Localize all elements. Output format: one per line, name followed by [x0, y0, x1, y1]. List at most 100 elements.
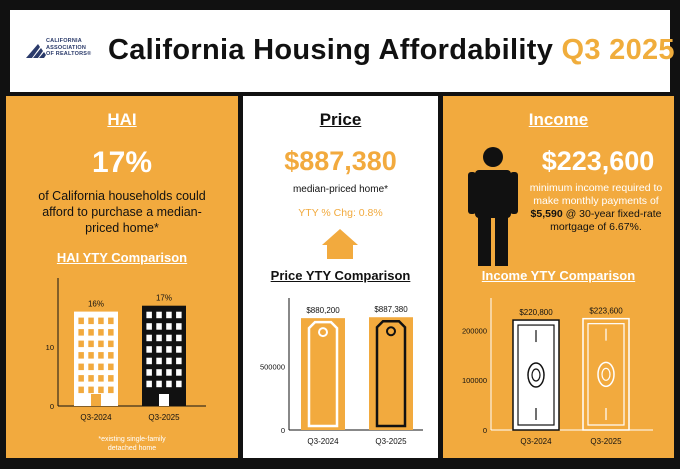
building-window: [166, 369, 172, 376]
building-window: [176, 380, 182, 388]
building-window: [176, 357, 182, 365]
price-tag-icon: [307, 320, 339, 428]
y-tick-label: 0: [50, 402, 54, 411]
building-window: [176, 369, 182, 376]
bar-value-label: $223,600: [589, 307, 623, 316]
hai-chart: 0 10 16% Q3-2024 17% Q3-2025: [46, 278, 206, 422]
x-tick-label: Q3-2024: [307, 437, 339, 446]
bar-value-label: $220,800: [519, 308, 553, 317]
income-desc-pre: minimum income required to make monthly …: [529, 182, 663, 207]
building-window: [98, 329, 104, 336]
building-window: [108, 363, 114, 371]
building-window: [156, 380, 162, 388]
price-panel: Price $887,380 median-priced home* YTY %…: [243, 96, 438, 458]
building-window: [78, 386, 84, 394]
x-tick-label: Q3-2025: [148, 413, 180, 422]
bar-value-label: 16%: [88, 300, 104, 309]
building-window: [88, 317, 94, 325]
y-tick-label: 100000: [462, 376, 487, 385]
banknote-oval-inner: [531, 368, 541, 382]
building-window: [146, 311, 152, 319]
building-window: [176, 323, 182, 330]
building-window: [156, 357, 162, 365]
building-window: [166, 323, 172, 330]
building-door: [159, 394, 169, 406]
building-window: [78, 340, 84, 348]
price-description: median-priced home*: [292, 184, 389, 195]
banknote-oval: [597, 361, 615, 388]
bar-value-label: $880,200: [306, 306, 340, 315]
building-window: [78, 317, 84, 325]
building-window: [108, 340, 114, 348]
building-door: [91, 394, 101, 406]
price-yty: YTY % Chg: 0.8%: [298, 207, 383, 219]
bar-value-label: $887,380: [374, 305, 408, 314]
page-title: California Housing Affordability Q3 2025: [108, 34, 675, 67]
title-period: Q3 2025: [561, 34, 675, 66]
x-tick-label: Q3-2024: [80, 413, 112, 422]
building-window: [156, 311, 162, 319]
car-logo: CALIFORNIA ASSOCIATION OF REALTORS®: [24, 32, 104, 72]
hai-value: 17%: [91, 146, 153, 179]
income-chart-title: Income YTY Comparison: [481, 268, 636, 283]
price-value: $887,380: [284, 146, 397, 176]
hai-footnote: *existing single-family detached home: [98, 436, 166, 452]
building-window: [146, 380, 152, 388]
title-text: California Housing Affordability: [108, 34, 554, 66]
building-window: [98, 317, 104, 325]
building-window: [78, 329, 84, 336]
building-window: [146, 369, 152, 376]
header: CALIFORNIA ASSOCIATION OF REALTORS® Cali…: [10, 10, 675, 92]
banknote-border: [587, 323, 625, 426]
house-icon: [322, 229, 358, 259]
x-tick-label: Q3-2025: [590, 437, 622, 446]
income-description: minimum income required to make monthly …: [525, 182, 667, 234]
building-window: [108, 375, 114, 382]
building-icon: [142, 305, 186, 406]
building-window: [88, 386, 94, 394]
bar-value-label: 17%: [156, 294, 172, 303]
building-window: [108, 352, 114, 359]
building-window: [88, 329, 94, 336]
building-window: [176, 346, 182, 353]
price-tag-bar: [369, 317, 413, 430]
building-window: [166, 346, 172, 353]
building-window: [156, 369, 162, 376]
building-window: [176, 311, 182, 319]
building-window: [146, 346, 152, 353]
income-value: $223,600: [541, 146, 655, 176]
y-tick-label: 10: [46, 343, 54, 352]
building-window: [98, 363, 104, 371]
building-window: [176, 334, 182, 342]
price-tag-hole: [386, 326, 396, 337]
building-window: [108, 329, 114, 336]
building-window: [88, 363, 94, 371]
price-title: Price: [319, 110, 362, 129]
y-tick-label: 500000: [260, 362, 285, 371]
building-window: [88, 352, 94, 359]
y-tick-label: 0: [281, 426, 285, 435]
building-window: [88, 375, 94, 382]
price-chart-title: Price YTY Comparison: [270, 268, 411, 283]
x-tick-label: Q3-2025: [375, 437, 407, 446]
building-window: [146, 323, 152, 330]
building-window: [146, 334, 152, 342]
building-window: [78, 352, 84, 359]
building-window: [166, 334, 172, 342]
building-window: [156, 334, 162, 342]
hai-description: of California households could afford to…: [38, 189, 206, 235]
price-tag-hole: [318, 327, 328, 338]
building-window: [156, 346, 162, 353]
banknote-oval-inner: [601, 367, 611, 381]
building-window: [78, 363, 84, 371]
building-window: [166, 380, 172, 388]
logo-line-1: CALIFORNIA: [46, 38, 82, 44]
y-tick-label: 0: [483, 426, 487, 435]
car-logo-icon: [26, 44, 46, 58]
income-panel: Income $223,600 minimum income required …: [443, 96, 674, 458]
person-icon: [468, 147, 518, 266]
logo-line-2: ASSOCIATION: [46, 44, 86, 51]
banknote-border: [517, 324, 555, 426]
x-tick-label: Q3-2024: [520, 437, 552, 446]
y-tick-label: 200000: [462, 326, 487, 335]
